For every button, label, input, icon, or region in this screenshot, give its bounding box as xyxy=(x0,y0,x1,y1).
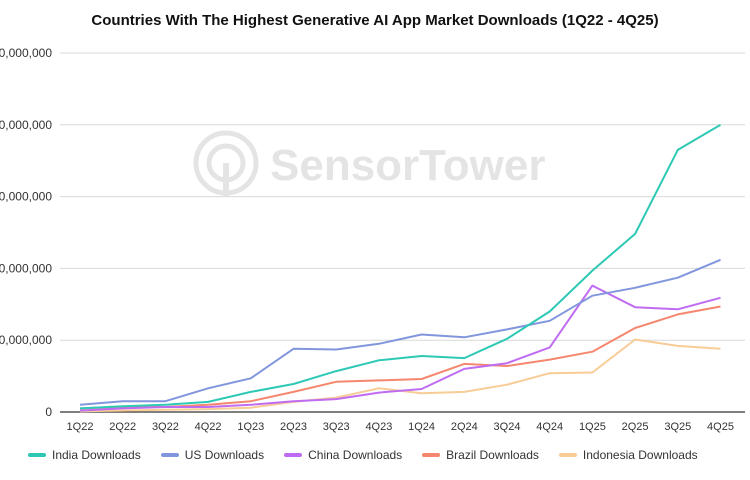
legend-label: Indonesia Downloads xyxy=(582,448,698,462)
y-tick-label: 0,000,000 xyxy=(0,190,52,204)
x-tick-label: 4Q24 xyxy=(536,421,563,433)
y-axis-ticks: 0 0,000,000 0,000,000 0,000,000 0,000,000 0,0… xyxy=(0,46,52,419)
legend-item: India Downloads xyxy=(28,448,141,462)
series-lines xyxy=(79,123,722,413)
x-tick-label: 3Q23 xyxy=(323,421,350,433)
watermark-text: SensorTower xyxy=(270,141,545,190)
y-tick-label: 0,000,000 xyxy=(0,261,52,275)
y-tick-label: 0,000,000 xyxy=(0,118,52,132)
y-tick-label: 0 xyxy=(45,405,52,419)
x-tick-label: 2Q25 xyxy=(622,421,649,433)
legend-swatch xyxy=(28,453,46,457)
grid xyxy=(60,52,745,413)
legend-swatch xyxy=(558,453,577,457)
series-line-brazil-downloads xyxy=(79,305,721,410)
x-tick-label: 1Q24 xyxy=(408,421,435,433)
x-tick-label: 1Q23 xyxy=(237,421,264,433)
line-chart: SensorTower 0 0,000,000 0,000,000 0,000,000… xyxy=(0,46,745,433)
x-tick-label: 3Q25 xyxy=(664,421,691,433)
x-tick-label: 3Q22 xyxy=(152,421,179,433)
series-line-indonesia-downloads xyxy=(79,338,721,413)
legend-item: China Downloads xyxy=(284,448,402,462)
x-axis-ticks: 1Q22 2Q22 3Q22 4Q22 1Q23 2Q23 3Q23 4Q23 1Q24 2Q24… xyxy=(67,421,734,433)
legend-item: US Downloads xyxy=(160,448,265,462)
legend-label: China Downloads xyxy=(308,448,403,462)
x-tick-label: 2Q24 xyxy=(451,421,478,433)
x-tick-label: 4Q23 xyxy=(365,421,392,433)
y-tick-label: 0,000,000 xyxy=(0,333,52,347)
series-line-india-downloads xyxy=(79,123,722,410)
legend-label: Brazil Downloads xyxy=(446,448,539,462)
series-line-china-downloads xyxy=(79,284,721,412)
legend-label: India Downloads xyxy=(52,448,141,462)
legend-swatch xyxy=(160,453,179,457)
legend-swatch xyxy=(284,453,303,457)
sensortower-logo-icon xyxy=(193,130,259,196)
x-tick-label: 3Q24 xyxy=(494,421,521,433)
legend-item: Brazil Downloads xyxy=(422,448,539,462)
x-tick-label: 2Q23 xyxy=(280,421,307,433)
legend-label: US Downloads xyxy=(184,448,265,462)
x-tick-label: 4Q25 xyxy=(707,421,734,433)
sensortower-watermark: SensorTower xyxy=(193,130,545,196)
y-tick-label: 0,000,000 xyxy=(0,46,52,60)
x-tick-label: 1Q25 xyxy=(579,421,606,433)
legend: India Downloads US Downloads China Downloa… xyxy=(28,448,698,462)
x-tick-label: 2Q22 xyxy=(109,421,136,433)
chart-title: Countries With The Highest Generative AI… xyxy=(91,12,659,29)
x-tick-label: 1Q22 xyxy=(67,421,94,433)
legend-swatch xyxy=(422,453,441,457)
legend-item: Indonesia Downloads xyxy=(558,448,698,462)
series-line-us-downloads xyxy=(79,258,721,406)
x-tick-label: 4Q22 xyxy=(195,421,222,433)
